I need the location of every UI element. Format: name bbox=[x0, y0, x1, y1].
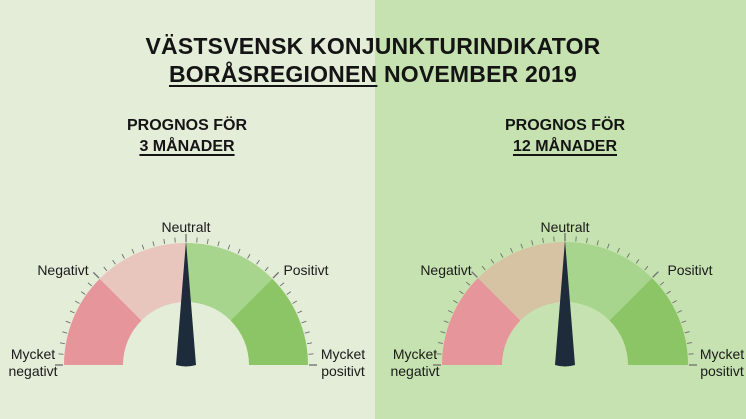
tick-mark bbox=[65, 320, 71, 324]
tick-mark bbox=[301, 320, 307, 324]
tick-mark bbox=[520, 243, 524, 249]
tick-mark bbox=[237, 248, 241, 254]
tick-mark bbox=[606, 243, 610, 249]
label-very-negative-2: negativt bbox=[390, 363, 439, 379]
tick-mark bbox=[542, 237, 544, 243]
tick-mark bbox=[131, 248, 135, 254]
tick-marks bbox=[55, 234, 317, 366]
segment-negative bbox=[478, 242, 565, 321]
tick-mark bbox=[292, 300, 298, 304]
tick-mark bbox=[687, 342, 693, 344]
segment-very-negative bbox=[442, 278, 521, 365]
tick-mark bbox=[286, 291, 292, 295]
tick-mark bbox=[666, 290, 671, 295]
tick-mark bbox=[307, 342, 313, 345]
right-forecast-heading: PROGNOS FÖR 12 MÅNADER bbox=[465, 117, 665, 156]
tick-mark bbox=[256, 259, 260, 265]
segment-positive bbox=[186, 243, 273, 321]
left-forecast-heading: PROGNOS FÖR 3 MÅNADER bbox=[87, 117, 287, 156]
region-name: BORÅSREGIONEN bbox=[169, 61, 378, 87]
segment-negative bbox=[99, 243, 186, 321]
tick-mark bbox=[481, 265, 486, 271]
label-very-positive-2: positivt bbox=[321, 363, 365, 379]
segment-very-negative bbox=[64, 278, 142, 365]
tick-mark bbox=[141, 244, 145, 250]
tick-mark bbox=[62, 331, 68, 334]
tick-mark bbox=[112, 259, 116, 265]
segment-very-positive bbox=[609, 278, 688, 365]
tick-mark bbox=[304, 331, 310, 334]
tick-mark bbox=[586, 237, 588, 243]
tick-mark bbox=[659, 281, 665, 286]
label-neutral: Neutralt bbox=[540, 219, 589, 235]
gauge-needle bbox=[176, 241, 196, 367]
tick-mark bbox=[103, 266, 108, 272]
tick-mark bbox=[531, 240, 534, 246]
tick-mark bbox=[596, 240, 599, 246]
segment-positive bbox=[565, 242, 652, 321]
tick-mark bbox=[87, 282, 93, 287]
tick-mark bbox=[684, 331, 690, 334]
label-negative: Negativt bbox=[420, 262, 471, 278]
tick-mark bbox=[121, 253, 125, 259]
tick-mark bbox=[635, 259, 640, 264]
tick-mark bbox=[297, 310, 303, 314]
main-subtitle: BORÅSREGIONEN NOVEMBER 2019 bbox=[0, 61, 746, 88]
label-neutral: Neutralt bbox=[161, 219, 210, 235]
label-very-positive-2: positivt bbox=[700, 363, 744, 379]
tick-mark bbox=[163, 238, 166, 244]
tick-mark bbox=[459, 290, 464, 295]
tick-mark bbox=[227, 244, 231, 250]
tick-mark bbox=[69, 310, 75, 314]
tick-mark bbox=[677, 310, 683, 314]
tick-mark bbox=[672, 300, 677, 304]
tick-mark bbox=[681, 320, 687, 324]
tick-mark bbox=[74, 300, 80, 304]
tick-mark bbox=[279, 282, 285, 287]
tick-mark bbox=[437, 342, 443, 344]
label-very-positive-1: Mycket bbox=[700, 346, 744, 362]
forecast-horizon: 3 MÅNADER bbox=[139, 138, 235, 155]
gauge-needle bbox=[555, 240, 575, 367]
period: NOVEMBER 2019 bbox=[383, 61, 577, 87]
tick-mark bbox=[471, 271, 478, 278]
tick-mark bbox=[510, 247, 514, 253]
tick-mark bbox=[500, 253, 504, 258]
tick-mark bbox=[644, 265, 649, 271]
tick-mark bbox=[264, 266, 269, 272]
tick-mark bbox=[272, 271, 280, 279]
forecast-heading-label: PROGNOS FÖR bbox=[504, 117, 625, 134]
tick-mark bbox=[447, 310, 453, 314]
tick-mark bbox=[616, 247, 620, 253]
label-very-negative-1: Mycket bbox=[393, 346, 437, 362]
tick-mark bbox=[652, 271, 659, 278]
tick-mark bbox=[465, 281, 471, 286]
tick-mark bbox=[59, 342, 65, 345]
tick-marks bbox=[433, 233, 697, 366]
tick-mark bbox=[453, 300, 458, 304]
label-positive: Positivt bbox=[283, 262, 328, 278]
segment-very-positive bbox=[230, 278, 308, 365]
label-negative: Negativt bbox=[37, 262, 88, 278]
tick-mark bbox=[80, 291, 86, 295]
tick-mark bbox=[217, 241, 220, 247]
main-title: VÄSTSVENSK KONJUNKTURINDIKATOR bbox=[145, 33, 601, 59]
tick-mark bbox=[440, 331, 446, 334]
label-very-negative-1: Mycket bbox=[11, 346, 55, 362]
gauge-12-months: Neutralt Negativt Positivt Mycket negati… bbox=[390, 219, 744, 379]
tick-mark bbox=[443, 320, 449, 324]
tick-mark bbox=[92, 271, 100, 279]
label-very-negative-2: negativt bbox=[8, 363, 57, 379]
gauge-3-months: Neutralt Negativt Positivt Mycket negati… bbox=[8, 219, 365, 379]
forecast-heading-label: PROGNOS FÖR bbox=[126, 117, 247, 134]
tick-mark bbox=[490, 259, 495, 264]
label-positive: Positivt bbox=[667, 262, 712, 278]
forecast-horizon: 12 MÅNADER bbox=[512, 138, 617, 155]
tick-mark bbox=[206, 238, 209, 244]
tick-mark bbox=[626, 253, 630, 258]
tick-mark bbox=[247, 253, 251, 259]
tick-mark bbox=[152, 241, 155, 247]
label-very-positive-1: Mycket bbox=[321, 346, 365, 362]
